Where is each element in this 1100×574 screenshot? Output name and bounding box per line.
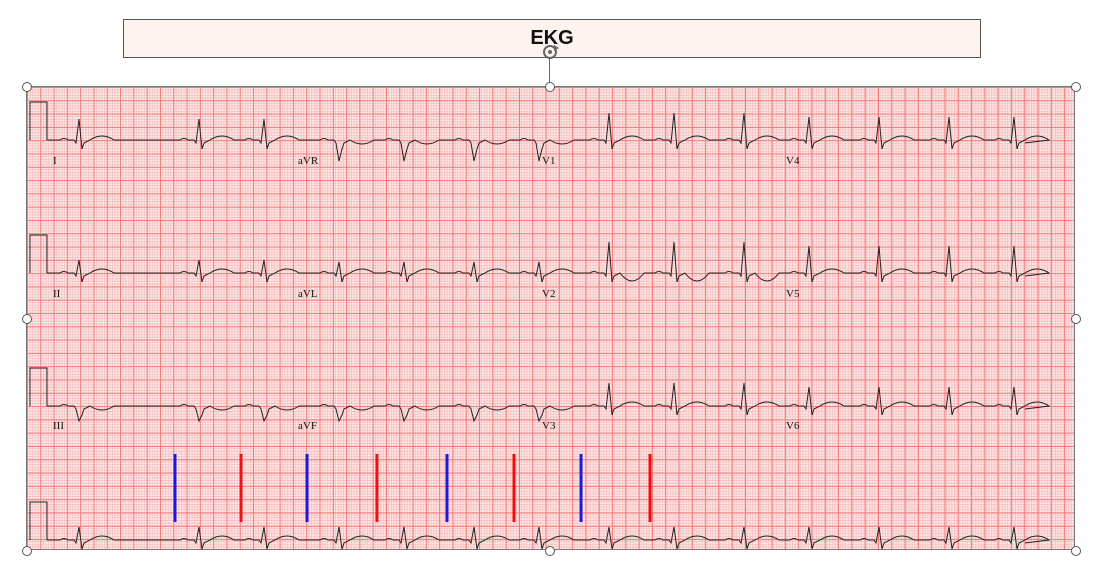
ekg-trace-row-3 xyxy=(47,382,1051,423)
calibration-pulse-3 xyxy=(29,367,48,406)
ekg-trace-row-4 xyxy=(47,526,1051,550)
rotate-icon[interactable] xyxy=(540,42,560,62)
title-textbox[interactable]: EKG xyxy=(123,19,981,58)
rotate-connector xyxy=(549,57,550,86)
resize-handle-top-right[interactable] xyxy=(1071,82,1081,92)
resize-handle-middle-left[interactable] xyxy=(22,314,32,324)
resize-handle-bottom-left[interactable] xyxy=(22,546,32,556)
lead-label-V6: V6 xyxy=(786,420,800,432)
calibration-pulse-2 xyxy=(29,234,48,273)
resize-handle-bottom-right[interactable] xyxy=(1071,546,1081,556)
resize-handle-bottom-middle[interactable] xyxy=(545,546,555,556)
lead-label-II: II xyxy=(53,288,61,300)
calibration-pulse-4 xyxy=(29,501,48,540)
lead-label-V2: V2 xyxy=(542,288,556,300)
lead-label-I: I xyxy=(53,155,57,167)
lead-label-V3: V3 xyxy=(542,420,556,432)
ekg-trace-row-1 xyxy=(47,112,1051,162)
ekg-title: EKG xyxy=(530,27,574,49)
lead-label-III: III xyxy=(53,420,64,432)
lead-label-aVF: aVF xyxy=(298,420,317,432)
lead-label-V4: V4 xyxy=(786,155,800,167)
lead-label-V5: V5 xyxy=(786,288,800,300)
calibration-pulse-1 xyxy=(29,101,48,140)
ekg-image[interactable] xyxy=(26,86,1075,550)
lead-label-aVR: aVR xyxy=(298,155,319,167)
lead-label-aVL: aVL xyxy=(298,288,318,300)
resize-handle-top-left[interactable] xyxy=(22,82,32,92)
ekg-trace-row-2 xyxy=(47,241,1051,283)
lead-label-V1: V1 xyxy=(542,155,556,167)
resize-handle-middle-right[interactable] xyxy=(1071,314,1081,324)
resize-handle-top-middle[interactable] xyxy=(545,82,555,92)
